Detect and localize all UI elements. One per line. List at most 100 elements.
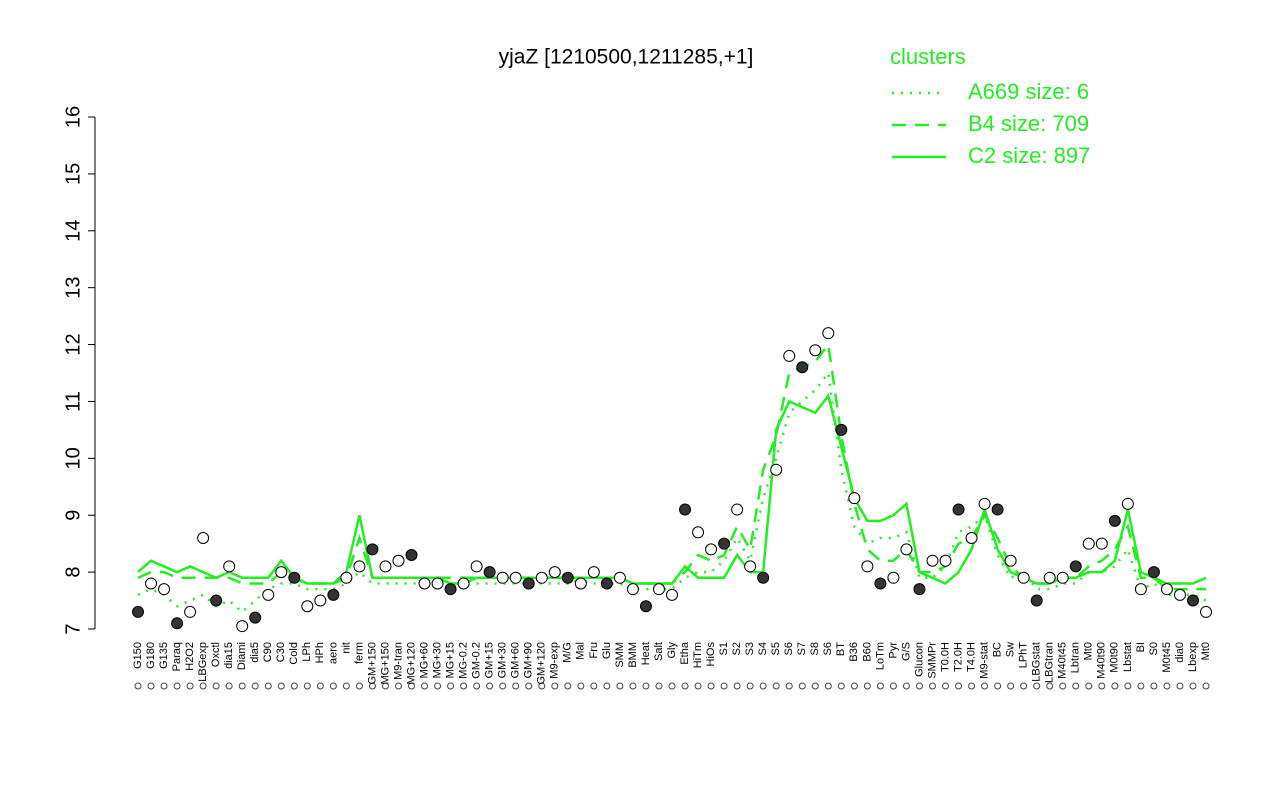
cluster-line xyxy=(137,392,1207,585)
rug-mark xyxy=(942,682,950,690)
rug-mark xyxy=(394,682,402,690)
data-point xyxy=(1121,497,1134,510)
data-point xyxy=(1173,588,1186,601)
data-point xyxy=(926,554,939,567)
rug-mark xyxy=(798,682,806,690)
x-tick-label: Lbstat xyxy=(1122,642,1134,672)
data-point xyxy=(548,566,561,579)
y-tick-label: 8 xyxy=(62,567,84,578)
data-point xyxy=(796,361,809,374)
x-tick-label: G/S xyxy=(900,642,912,661)
data-point xyxy=(262,588,275,601)
data-point xyxy=(1043,571,1056,584)
x-tick-label: Paraq xyxy=(171,642,183,671)
y-tick-label: 9 xyxy=(62,510,84,521)
x-tick-label: GM+120 xyxy=(536,642,548,685)
x-tick-label: LoTm xyxy=(874,642,886,670)
x-tick-label: C30 xyxy=(275,642,287,662)
x-tick-label: S6 xyxy=(783,642,795,655)
data-point xyxy=(639,600,652,613)
x-tick-label: B36 xyxy=(848,642,860,662)
x-tick-label: Salt xyxy=(653,642,665,661)
x-tick-label: LPhT xyxy=(1018,642,1030,669)
data-point xyxy=(809,344,822,357)
rug-mark xyxy=(147,682,155,690)
data-point xyxy=(965,531,978,544)
rug-mark xyxy=(1046,682,1054,690)
data-point xyxy=(561,571,574,584)
x-tick-label: Etha xyxy=(679,641,691,665)
x-tick-label: Glu xyxy=(601,642,613,659)
data-point xyxy=(692,526,705,539)
chart-title: yjaZ [1210500,1211285,+1] xyxy=(499,46,754,69)
rug-mark xyxy=(381,682,389,690)
y-tick-label: 14 xyxy=(62,220,84,242)
x-tick-label: GM+150 xyxy=(366,642,378,685)
data-point xyxy=(770,463,783,476)
rug-mark xyxy=(746,682,754,690)
x-tick-label: MG+150 xyxy=(379,642,391,685)
x-tick-label: HPh xyxy=(314,642,326,663)
data-point xyxy=(679,503,692,516)
rug-mark xyxy=(1007,682,1015,690)
rug-mark xyxy=(290,682,298,690)
rug-mark xyxy=(486,682,494,690)
data-point xyxy=(874,577,887,590)
data-point xyxy=(301,600,314,613)
data-point xyxy=(314,594,327,607)
rug-mark xyxy=(1163,682,1171,690)
x-tick-label: Cold xyxy=(288,642,300,665)
y-tick-label: 10 xyxy=(62,447,84,469)
rug-mark xyxy=(915,682,923,690)
rug-mark xyxy=(342,682,350,690)
x-tick-label: Mt0 xyxy=(1083,642,1095,660)
rug-mark xyxy=(668,682,676,690)
data-point xyxy=(327,588,340,601)
rug-mark xyxy=(355,682,363,690)
x-tick-label: S1 xyxy=(718,642,730,655)
rug-mark xyxy=(408,682,416,690)
x-tick-label: S8 xyxy=(809,642,821,655)
x-tick-label: SMM xyxy=(614,642,626,668)
rug-mark xyxy=(303,682,311,690)
x-tick-label: HiTm xyxy=(692,642,704,668)
data-point xyxy=(444,583,457,596)
data-point xyxy=(783,349,796,362)
rug-mark xyxy=(759,682,767,690)
rug-mark xyxy=(173,682,181,690)
rug-mark xyxy=(1202,682,1210,690)
data-point xyxy=(418,577,431,590)
x-tick-label: MG-0.2 xyxy=(458,642,470,679)
y-tick-label: 7 xyxy=(62,623,84,634)
x-tick-label: S4 xyxy=(757,642,769,655)
rug-mark xyxy=(525,682,533,690)
legend-title: clusters xyxy=(890,44,966,69)
x-tick-label: Oxctl xyxy=(210,642,222,667)
data-point xyxy=(535,571,548,584)
data-point xyxy=(991,503,1004,516)
rug-mark xyxy=(1150,682,1158,690)
rug-mark xyxy=(473,682,481,690)
x-tick-label: Lbtran xyxy=(1070,642,1082,673)
x-tick-label: GM+90 xyxy=(523,642,535,678)
rug-mark xyxy=(1189,682,1197,690)
rug-mark xyxy=(251,682,259,690)
x-tick-label: M0t90 xyxy=(1109,642,1121,673)
data-point xyxy=(457,577,470,590)
data-point xyxy=(223,560,236,573)
x-tick-label: LBGexp xyxy=(197,642,209,682)
x-tick-label: MG+120 xyxy=(405,642,417,685)
x-tick-label: G135 xyxy=(158,642,170,669)
x-tick-label: LPh xyxy=(301,642,313,662)
data-point xyxy=(132,605,144,618)
data-point xyxy=(861,560,874,573)
x-tick-label: Heat xyxy=(640,642,652,665)
data-point xyxy=(1056,571,1069,584)
legend-label: C2 size: 897 xyxy=(968,143,1090,168)
rug-mark xyxy=(772,682,780,690)
data-point xyxy=(887,571,900,584)
x-tick-label: ferm xyxy=(353,642,365,664)
x-tick-label: M0t45 xyxy=(1161,642,1173,673)
rug-mark xyxy=(1033,682,1041,690)
